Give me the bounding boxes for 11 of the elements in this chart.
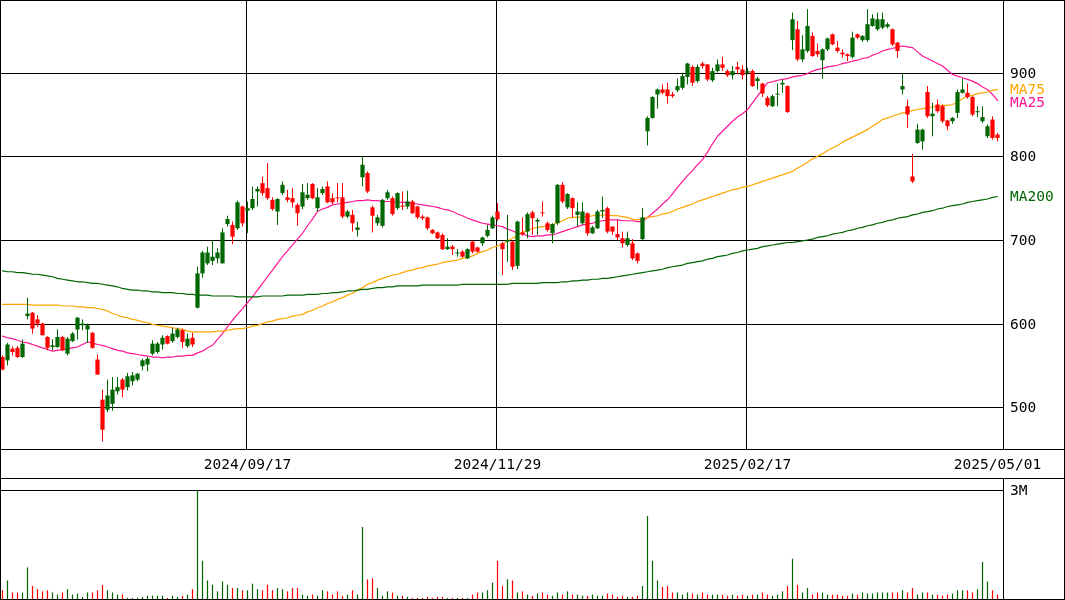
- ref-line-label: 3M: [1010, 482, 1028, 498]
- x-tick-label: 2025/02/17: [703, 456, 792, 472]
- x-tick-label: 2024/11/29: [453, 456, 542, 472]
- y-tick-label: 700: [1010, 231, 1037, 248]
- x-tick-label: 2024/09/17: [203, 456, 292, 472]
- y-tick-label: 800: [1010, 148, 1037, 165]
- series-label: MA200: [1010, 188, 1054, 205]
- y-tick-label: 600: [1010, 315, 1037, 332]
- y-tick-label: 900: [1010, 64, 1037, 81]
- x-tick-label: 2025/05/01: [953, 456, 1042, 472]
- y-tick-label: 500: [1010, 399, 1037, 416]
